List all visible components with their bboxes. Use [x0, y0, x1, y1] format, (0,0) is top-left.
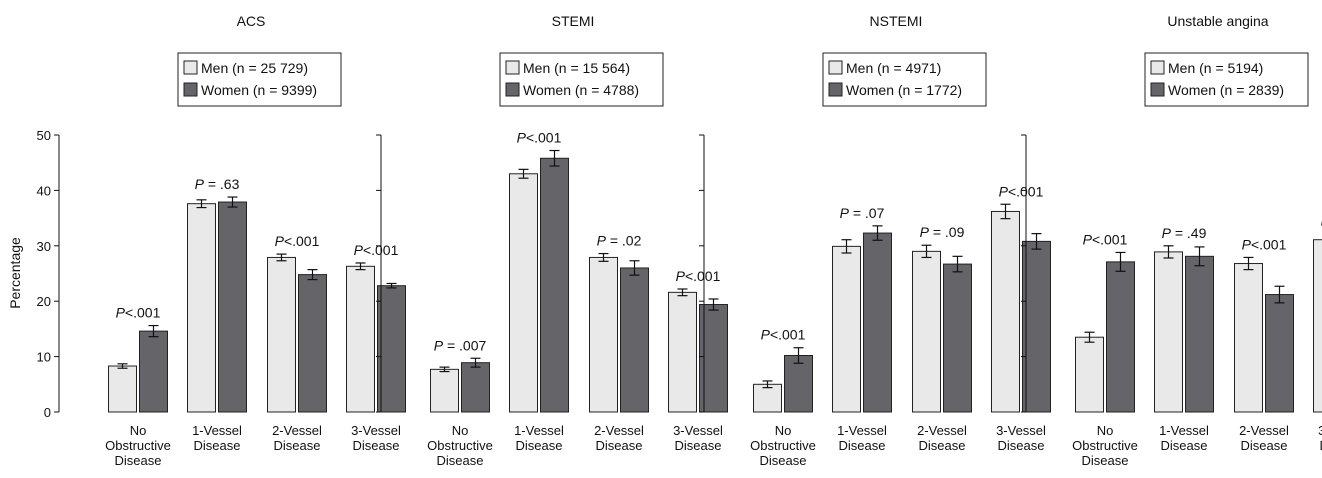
- bar-women: [139, 330, 168, 413]
- bar-men: [346, 265, 375, 413]
- p-value-label: P = .49: [1162, 225, 1207, 241]
- p-value-label: P<.001: [116, 305, 161, 321]
- y-tick-label: 50: [37, 128, 51, 143]
- y-tick-label: 20: [37, 294, 51, 309]
- chart-title: STEMI: [552, 13, 595, 29]
- bar-men: [912, 250, 941, 413]
- bar-men: [1075, 336, 1104, 413]
- p-value-label: P<.001: [275, 233, 320, 249]
- p-value-label: P<.001: [676, 268, 721, 284]
- bar-women: [620, 267, 649, 413]
- legend-label: Women (n = 2839): [1168, 82, 1284, 98]
- bar-women: [540, 157, 569, 413]
- legend-label: Men (n = 15 564): [523, 60, 630, 76]
- bar-women: [218, 201, 247, 413]
- x-category-label: No Obstructive Disease: [427, 423, 493, 468]
- bar-men: [430, 368, 459, 413]
- chart-title: ACS: [237, 13, 266, 29]
- x-category-label: No Obstructive Disease: [105, 423, 171, 468]
- legend: [822, 52, 987, 107]
- legend-swatch-men: [828, 60, 843, 75]
- legend-swatch-women: [183, 82, 198, 97]
- bar-women: [1265, 294, 1294, 413]
- panel-2: NSTEMI Men (n = 4971) Women (n = 1772) P<.0…: [699, 13, 1051, 468]
- p-value-label: P = .02: [597, 233, 642, 249]
- bar-men: [509, 173, 538, 413]
- bar-women: [1106, 261, 1135, 413]
- p-value-label: P = .09: [920, 224, 965, 240]
- bar-men: [991, 210, 1020, 413]
- p-value-label: P<.001: [1321, 213, 1322, 229]
- bar-women: [943, 263, 972, 413]
- p-value-label: P = .63: [195, 176, 240, 192]
- bar-men: [187, 203, 216, 413]
- legend-swatch-men: [183, 60, 198, 75]
- p-value-label: P = .07: [840, 205, 885, 221]
- p-value-label: P<.001: [999, 183, 1044, 199]
- x-category-label: No Obstructive Disease: [1072, 423, 1138, 468]
- legend-swatch-men: [1150, 60, 1165, 75]
- bar-women: [377, 285, 406, 413]
- y-tick-label: 10: [37, 350, 51, 365]
- bar-men: [1313, 239, 1322, 413]
- bar-women: [863, 232, 892, 413]
- x-category-label: 1-Vessel Disease: [837, 423, 887, 453]
- legend: [1144, 52, 1309, 107]
- bar-women: [298, 274, 327, 413]
- bar-women: [784, 354, 813, 413]
- legend-label: Men (n = 4971): [846, 60, 941, 76]
- legend-swatch-women: [828, 82, 843, 97]
- bar-women: [1022, 240, 1051, 413]
- bar-men: [267, 256, 296, 413]
- x-category-label: 1-Vessel Disease: [1159, 423, 1209, 453]
- bar-men: [668, 291, 697, 413]
- panel-0: ACS Men (n = 25 729) Women (n = 9399) 0 10 20…: [37, 13, 406, 468]
- bar-men: [753, 383, 782, 413]
- p-value-label: P<.001: [761, 327, 806, 343]
- panel-3: Unstable angina Men (n = 5194) Women (n = …: [1021, 13, 1322, 468]
- x-category-label: 1-Vessel Disease: [514, 423, 564, 453]
- legend-label: Women (n = 4788): [523, 82, 639, 98]
- y-tick-label: 40: [37, 183, 51, 198]
- p-value-label: P<.001: [517, 130, 562, 146]
- x-category-label: 1-Vessel Disease: [192, 423, 242, 453]
- bar-men: [1234, 263, 1263, 413]
- x-category-label: 2-Vessel Disease: [917, 423, 967, 453]
- y-axis-label: Percentage: [7, 237, 23, 309]
- legend: [177, 52, 342, 107]
- x-category-label: No Obstructive Disease: [750, 423, 816, 468]
- x-category-label: 2-Vessel Disease: [594, 423, 644, 453]
- p-value-label: P<.001: [1083, 231, 1128, 247]
- panel-1: STEMI Men (n = 15 564) Women (n = 4788) P =…: [376, 13, 728, 468]
- legend-swatch-women: [1150, 82, 1165, 97]
- p-value-label: P = .007: [434, 337, 487, 353]
- bar-men: [832, 245, 861, 413]
- bar-women: [461, 362, 490, 413]
- p-value-label: P<.001: [354, 242, 399, 258]
- p-value-label: P<.001: [1242, 236, 1287, 252]
- bar-men: [1154, 251, 1183, 413]
- x-category-label: 2-Vessel Disease: [1239, 423, 1289, 453]
- y-tick-label: 30: [37, 239, 51, 254]
- chart-title: NSTEMI: [870, 13, 923, 29]
- legend-label: Men (n = 5194): [1168, 60, 1263, 76]
- bar-women: [1185, 255, 1214, 413]
- x-category-label: 2-Vessel Disease: [272, 423, 322, 453]
- bar-men: [589, 256, 618, 413]
- chart-title: Unstable angina: [1167, 13, 1268, 29]
- legend-swatch-men: [505, 60, 520, 75]
- bar-men: [108, 365, 137, 413]
- legend-label: Men (n = 25 729): [201, 60, 308, 76]
- legend-label: Women (n = 9399): [201, 82, 317, 98]
- legend-label: Women (n = 1772): [846, 82, 962, 98]
- y-tick-label: 0: [44, 405, 51, 420]
- legend: [499, 52, 664, 107]
- legend-swatch-women: [505, 82, 520, 97]
